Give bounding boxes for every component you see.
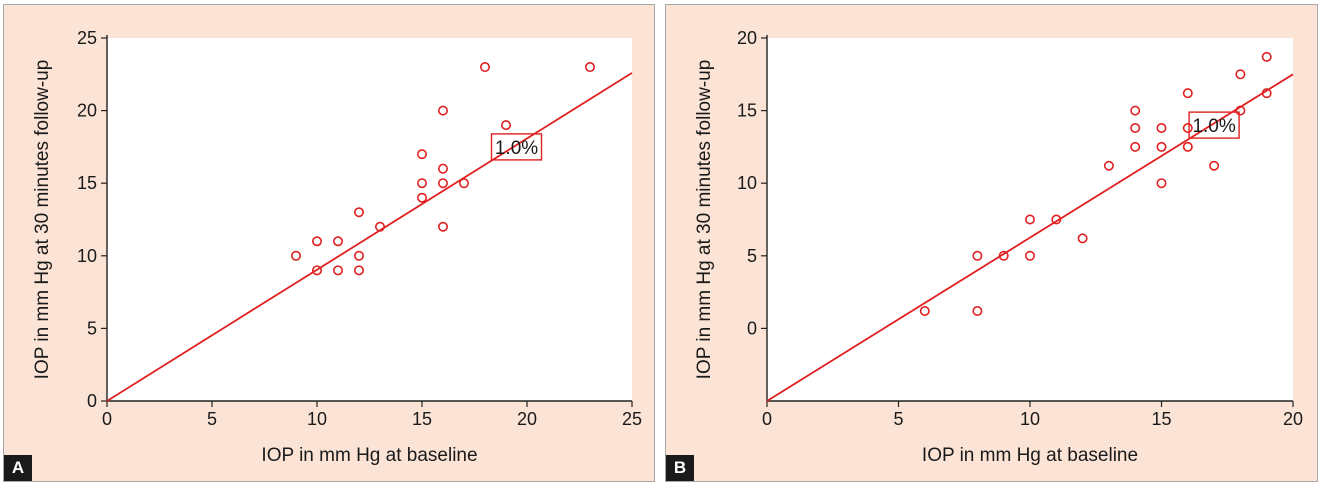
data-point [353,207,364,218]
data-point [437,221,448,232]
x-axis-title: IOP in mm Hg at baseline [261,445,477,466]
data-point [972,250,983,261]
data-point [1182,141,1193,152]
data-point [1051,214,1062,225]
scatter-chart-b: 0 5 10 15 20 0 5 10 15 20 IOP in mm Hg at baseline… [694,28,1303,466]
data-point [1130,141,1141,152]
data-point [416,192,427,203]
data-point [584,62,595,73]
panel-label-b: B [666,455,694,481]
y-axis-title: IOP in mm Hg at 30 minutes follow-up [32,60,53,380]
y-tick-label: 5 [87,318,97,338]
data-point [1130,123,1141,134]
data-point [332,265,343,276]
data-point [1077,233,1088,244]
data-point [500,120,511,131]
x-tick-label: 0 [762,409,772,429]
data-point [353,265,364,276]
data-point [332,236,343,247]
data-point [1235,69,1246,80]
y-tick-label: 10 [737,173,757,193]
x-tick-label: 15 [1151,409,1171,429]
data-point [437,163,448,174]
x-tick-label: 20 [517,409,537,429]
x-tick-label: 15 [412,409,432,429]
y-tick-label: 20 [77,101,97,121]
y-tick-label: 0 [87,391,97,411]
data-point [1261,51,1272,62]
scatter-chart-a: 0 5 10 15 20 25 0 5 10 15 20 25 IOP in mm Hg at base… [32,28,642,466]
y-tick-label: 20 [737,28,757,48]
data-point [1235,105,1246,116]
data-point [1024,250,1035,261]
fit-line [106,72,633,402]
data-point [458,178,469,189]
panel-label-a: A [4,455,32,481]
data-point [998,250,1009,261]
y-tick-label: 15 [77,173,97,193]
y-tick-label: 15 [737,101,757,121]
y-axis-title: IOP in mm Hg at 30 minutes follow-up [694,60,715,380]
panel-b: 0 5 10 15 20 0 5 10 15 20 IOP in mm Hg at baseline… [665,4,1318,482]
data-point [1130,105,1141,116]
data-point [416,178,427,189]
data-point [1103,160,1114,171]
annotation-box [490,133,543,161]
data-point [1156,123,1167,134]
annotation-label: 1.0% [1192,116,1235,137]
panel-a: 0 5 10 15 20 25 0 5 10 15 20 25 IOP in mm Hg at base… [3,4,655,482]
annotation-label: 1.0% [495,138,538,159]
data-point [311,265,322,276]
x-axis-title: IOP in mm Hg at baseline [922,445,1138,466]
data-point [437,105,448,116]
data-point [1261,88,1272,99]
x-tick-label: 5 [207,409,217,429]
data-point [479,62,490,73]
data-point [290,250,301,261]
data-point [1209,160,1220,171]
annotation-box [1188,111,1240,139]
data-point [374,221,385,232]
data-point [972,305,983,316]
y-tick-label: 0 [747,318,757,338]
x-tick-label: 10 [1020,409,1040,429]
x-tick-label: 10 [307,409,327,429]
x-tick-label: 20 [1283,409,1303,429]
x-tick-label: 0 [102,409,112,429]
data-point [311,236,322,247]
data-point [1182,123,1193,134]
data-point [416,149,427,160]
data-point [353,250,364,261]
data-point [1156,178,1167,189]
data-point [1024,214,1035,225]
x-tick-label: 25 [622,409,642,429]
y-tick-label: 10 [77,246,97,266]
plot-area [767,38,1293,401]
y-tick-label: 25 [77,28,97,48]
data-point [919,305,930,316]
y-tick-label: 5 [747,246,757,266]
fit-line [766,73,1294,402]
plot-area [107,38,632,401]
data-point [1182,88,1193,99]
data-point [1156,141,1167,152]
data-point [437,178,448,189]
x-tick-label: 5 [893,409,903,429]
